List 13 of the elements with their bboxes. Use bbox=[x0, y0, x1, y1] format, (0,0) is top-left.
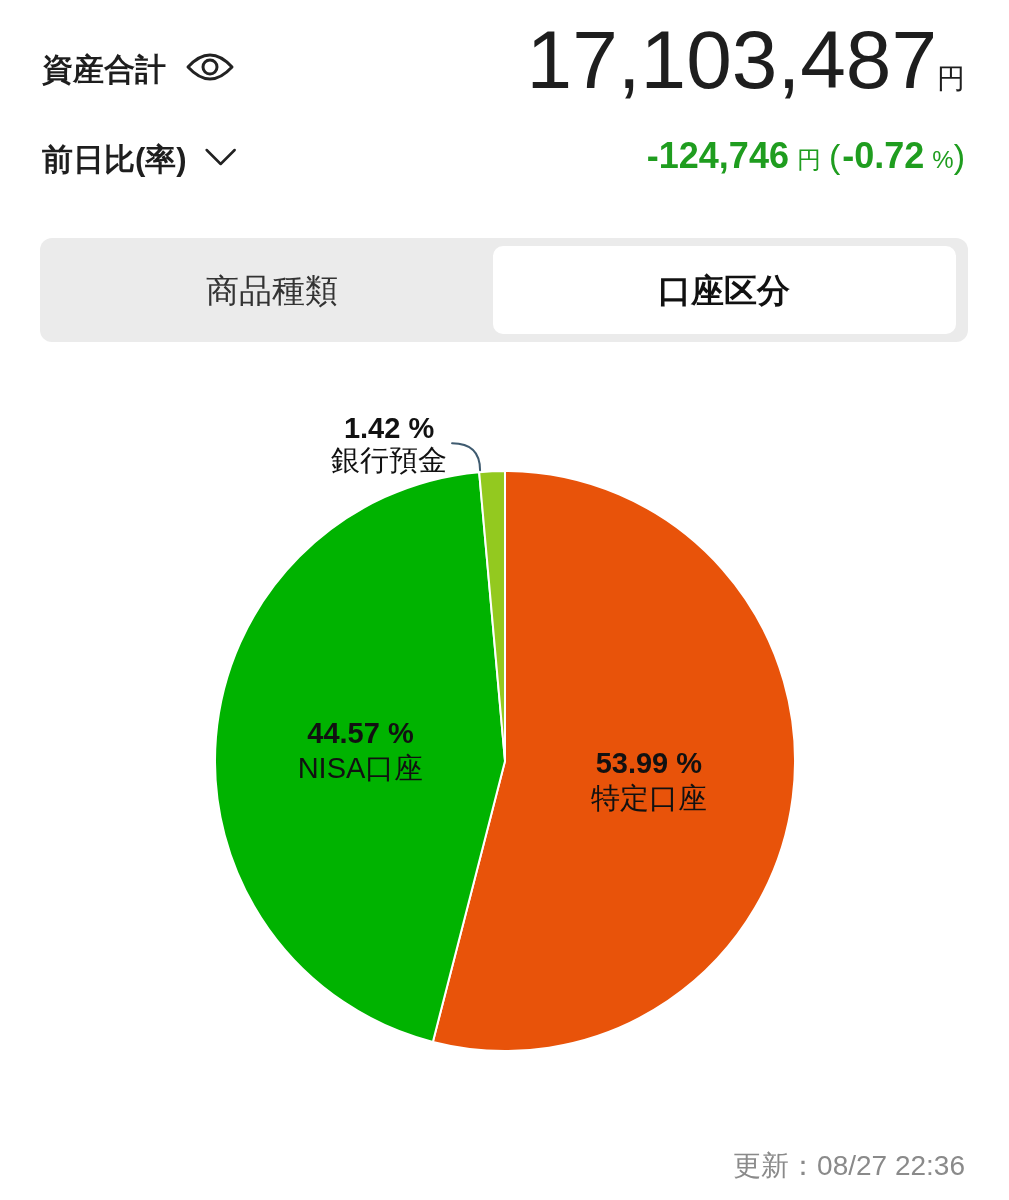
annotation: -124,746 bbox=[646, 135, 789, 176]
annotation: 商品種類 bbox=[206, 272, 338, 309]
annotation: -0.72 bbox=[842, 135, 925, 176]
annotation: 円 bbox=[796, 146, 821, 173]
title: 資産合計 bbox=[42, 52, 166, 87]
annotation: 円 bbox=[937, 63, 965, 94]
annotation: % bbox=[932, 146, 954, 173]
annotation: 口座区分 bbox=[658, 272, 790, 309]
annotation: 更新：08/27 22:36 bbox=[733, 1150, 965, 1181]
annotation: 17,103,487 bbox=[526, 14, 937, 105]
annotation: ) bbox=[953, 137, 965, 175]
annotation: ( bbox=[828, 137, 841, 175]
annotation: 前日比(率) bbox=[42, 142, 187, 177]
